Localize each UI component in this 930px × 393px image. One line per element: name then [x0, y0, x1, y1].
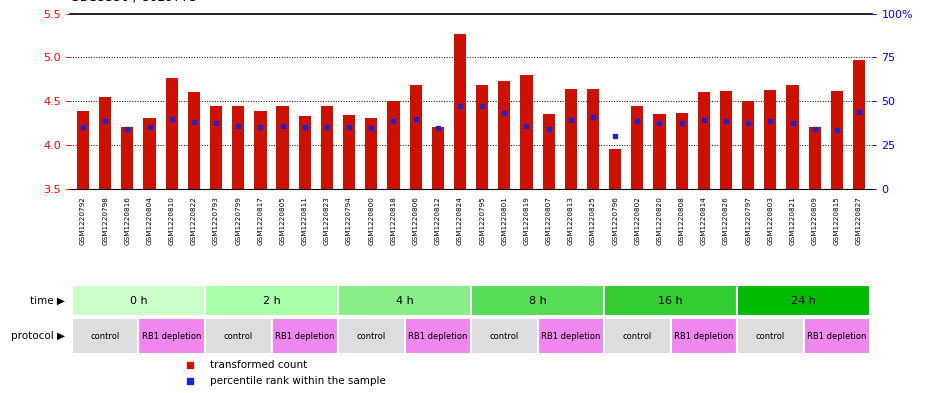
- Text: control: control: [90, 332, 120, 340]
- Bar: [737, 318, 804, 354]
- Bar: [609, 149, 621, 189]
- Bar: [272, 318, 338, 354]
- Bar: [365, 118, 378, 189]
- Bar: [498, 81, 511, 189]
- Text: RB1 depletion: RB1 depletion: [408, 332, 468, 340]
- Bar: [276, 106, 288, 189]
- Text: 24 h: 24 h: [791, 296, 816, 306]
- Bar: [787, 84, 799, 189]
- Bar: [698, 92, 710, 189]
- Bar: [343, 115, 355, 189]
- Text: RB1 depletion: RB1 depletion: [807, 332, 867, 340]
- Text: RB1 depletion: RB1 depletion: [142, 332, 202, 340]
- Text: RB1 depletion: RB1 depletion: [541, 332, 601, 340]
- Text: protocol ▶: protocol ▶: [11, 331, 65, 341]
- Bar: [675, 114, 688, 189]
- Bar: [804, 318, 870, 354]
- Text: control: control: [490, 332, 519, 340]
- Bar: [654, 114, 666, 189]
- Bar: [671, 318, 737, 354]
- Bar: [742, 101, 754, 189]
- Bar: [853, 60, 865, 189]
- Bar: [604, 285, 737, 316]
- Bar: [77, 111, 89, 189]
- Bar: [454, 34, 466, 189]
- Bar: [72, 318, 139, 354]
- Text: 8 h: 8 h: [528, 296, 547, 306]
- Bar: [737, 285, 870, 316]
- Bar: [476, 84, 488, 189]
- Bar: [405, 318, 471, 354]
- Bar: [121, 127, 134, 189]
- Text: 4 h: 4 h: [395, 296, 414, 306]
- Text: 2 h: 2 h: [262, 296, 280, 306]
- Bar: [542, 114, 554, 189]
- Bar: [338, 318, 405, 354]
- Text: transformed count: transformed count: [210, 360, 308, 370]
- Bar: [830, 91, 843, 189]
- Bar: [808, 127, 821, 189]
- Bar: [432, 127, 444, 189]
- Bar: [631, 106, 644, 189]
- Text: GDS5350 / 8029773: GDS5350 / 8029773: [70, 0, 197, 4]
- Bar: [409, 84, 421, 189]
- Bar: [388, 101, 400, 189]
- Bar: [232, 106, 245, 189]
- Bar: [471, 318, 538, 354]
- Bar: [587, 89, 599, 189]
- Bar: [521, 75, 533, 189]
- Bar: [210, 107, 222, 189]
- Bar: [143, 118, 155, 189]
- Bar: [205, 318, 272, 354]
- Bar: [338, 285, 471, 316]
- Text: percentile rank within the sample: percentile rank within the sample: [210, 376, 386, 386]
- Bar: [188, 92, 200, 189]
- Bar: [254, 111, 267, 189]
- Bar: [100, 97, 112, 189]
- Text: control: control: [756, 332, 785, 340]
- Text: RB1 depletion: RB1 depletion: [275, 332, 335, 340]
- Text: control: control: [623, 332, 652, 340]
- Bar: [538, 318, 604, 354]
- Bar: [166, 79, 178, 189]
- Bar: [205, 285, 338, 316]
- Bar: [299, 116, 311, 189]
- Bar: [471, 285, 604, 316]
- Bar: [720, 91, 732, 189]
- Text: 16 h: 16 h: [658, 296, 683, 306]
- Bar: [604, 318, 671, 354]
- Bar: [139, 318, 205, 354]
- Text: RB1 depletion: RB1 depletion: [674, 332, 734, 340]
- Bar: [72, 285, 205, 316]
- Text: control: control: [223, 332, 253, 340]
- Bar: [764, 90, 777, 189]
- Text: 0 h: 0 h: [129, 296, 147, 306]
- Text: time ▶: time ▶: [30, 296, 65, 306]
- Bar: [321, 106, 333, 189]
- Bar: [565, 89, 577, 189]
- Text: control: control: [356, 332, 386, 340]
